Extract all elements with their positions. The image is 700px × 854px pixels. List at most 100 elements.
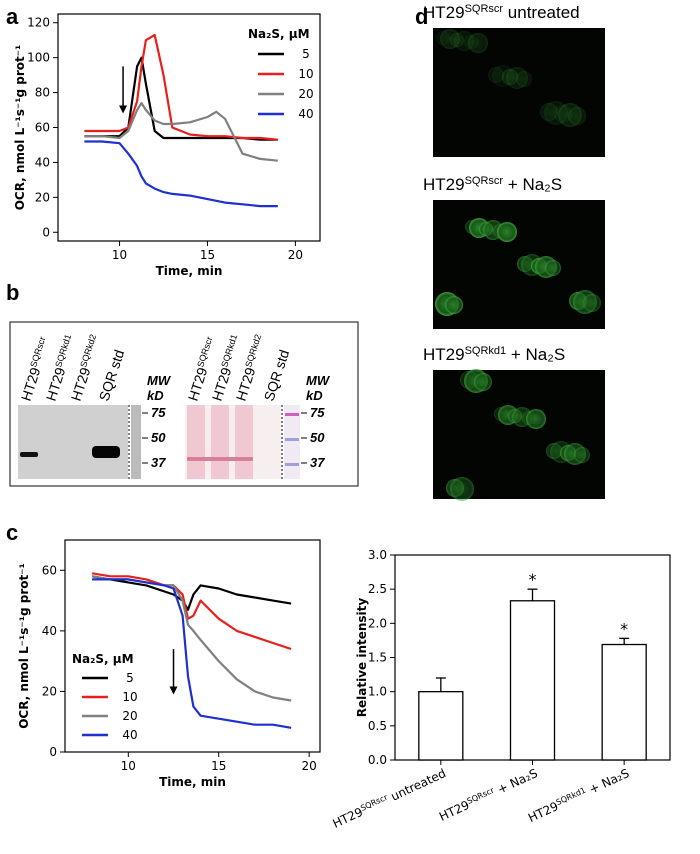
y-axis-label: OCR, nmol L⁻¹s⁻¹g prot⁻¹ bbox=[13, 45, 27, 211]
text-part: HT29 bbox=[423, 3, 465, 22]
legend-label: 5 bbox=[126, 671, 134, 685]
x-tick-label: 15 bbox=[211, 759, 226, 773]
ponceau-lane bbox=[187, 405, 205, 479]
superscript: SQRscr bbox=[465, 3, 504, 15]
marker-label: 37 bbox=[151, 455, 166, 470]
significance-mark: * bbox=[529, 570, 537, 589]
x-tick-label: 10 bbox=[121, 759, 136, 773]
y-tick-label: 0 bbox=[49, 745, 57, 759]
x-tick-label: 10 bbox=[112, 248, 127, 262]
plot-frame bbox=[64, 539, 321, 753]
y-tick-label: 2.5 bbox=[368, 582, 387, 596]
y-tick-label: 120 bbox=[27, 16, 50, 30]
y-axis-label: OCR, nmol L⁻¹s⁻¹g prot⁻¹ bbox=[17, 563, 31, 729]
legend-label: 20 bbox=[298, 87, 313, 101]
legend-title: Na₂S, μM bbox=[72, 652, 134, 666]
ladder-band bbox=[285, 438, 299, 441]
blot-band bbox=[92, 446, 120, 458]
y-tick-label: 40 bbox=[35, 155, 50, 169]
arrow-head bbox=[119, 105, 128, 114]
text-part: HT29 bbox=[437, 798, 472, 824]
text-part: untreated bbox=[385, 766, 448, 805]
text-part: + Na₂S bbox=[503, 175, 562, 194]
ponceau-lane bbox=[211, 405, 229, 479]
text-part: + Na₂S bbox=[583, 766, 631, 798]
x-axis-label: Time, min bbox=[159, 775, 226, 789]
cell bbox=[568, 107, 586, 125]
line-series bbox=[84, 33, 278, 141]
legend-label: 40 bbox=[122, 728, 137, 742]
legend-label: 5 bbox=[302, 47, 310, 61]
significance-mark: * bbox=[620, 619, 628, 638]
y-axis-label: Relative intensity bbox=[355, 598, 369, 718]
cell bbox=[545, 260, 561, 276]
marker-label: 50 bbox=[310, 430, 325, 445]
x-tick-label: 20 bbox=[302, 759, 317, 773]
panel-label: d bbox=[415, 4, 428, 29]
x-axis-label: Time, min bbox=[156, 264, 223, 278]
cell bbox=[583, 294, 601, 312]
panel-label: b bbox=[6, 280, 19, 305]
micrograph-title: HT29SQRkd1 + Na₂S bbox=[423, 345, 565, 364]
mw-label: kD bbox=[306, 388, 323, 403]
cell bbox=[474, 373, 492, 391]
arrow-head bbox=[169, 686, 178, 695]
marker-label: 50 bbox=[151, 430, 166, 445]
legend-label: 10 bbox=[122, 690, 137, 704]
superscript: SQRscr bbox=[465, 175, 504, 187]
bar bbox=[509, 600, 556, 761]
ladder bbox=[284, 405, 300, 479]
marker-label: 37 bbox=[310, 455, 325, 470]
y-tick-label: 20 bbox=[35, 190, 50, 204]
x-tick-label: 20 bbox=[288, 248, 303, 262]
ponceau-lane bbox=[235, 405, 253, 479]
y-tick-label: 0.0 bbox=[368, 753, 387, 767]
y-tick-label: 60 bbox=[35, 121, 50, 135]
ladder-band bbox=[285, 463, 299, 466]
superscript: SQRkd1 bbox=[465, 345, 507, 357]
legend-title: Na₂S, μM bbox=[248, 27, 310, 41]
y-tick-label: 100 bbox=[27, 51, 50, 65]
y-tick-label: 0.5 bbox=[368, 719, 387, 733]
text-part: HT29 bbox=[330, 805, 365, 831]
ponceau-band bbox=[187, 457, 253, 461]
text-part: HT29 bbox=[423, 175, 465, 194]
y-tick-label: 2.0 bbox=[368, 616, 387, 630]
text-part: + Na₂S bbox=[506, 345, 565, 364]
ladder-band bbox=[285, 413, 299, 416]
superscript: SQRkd1 bbox=[554, 785, 587, 807]
panel-label: c bbox=[6, 520, 18, 545]
x-tick-label: HT29SQRscr + Na₂S bbox=[437, 766, 540, 824]
marker-label: 75 bbox=[151, 405, 166, 420]
y-tick-label: 3.0 bbox=[368, 548, 387, 562]
text-part: + Na₂S bbox=[492, 766, 540, 798]
y-tick-label: 80 bbox=[35, 86, 50, 100]
legend-label: 10 bbox=[298, 67, 313, 81]
cell bbox=[516, 71, 532, 87]
superscript: SQRscr bbox=[465, 785, 496, 806]
cell bbox=[526, 409, 546, 429]
micrograph-title: HT29SQRscr + Na₂S bbox=[423, 175, 562, 194]
cell bbox=[450, 477, 474, 501]
line-series bbox=[91, 572, 292, 651]
y-tick-label: 20 bbox=[42, 684, 57, 698]
blot-band bbox=[20, 452, 38, 457]
micrograph-title: HT29SQRscr untreated bbox=[423, 3, 580, 22]
y-tick-label: 1.0 bbox=[368, 685, 387, 699]
cell bbox=[574, 447, 590, 463]
y-tick-label: 40 bbox=[42, 624, 57, 638]
y-tick-label: 0 bbox=[42, 225, 50, 239]
superscript: SQRscr bbox=[359, 792, 390, 813]
y-tick-label: 60 bbox=[42, 563, 57, 577]
panel-label: a bbox=[6, 4, 19, 29]
y-tick-label: 1.5 bbox=[368, 651, 387, 665]
legend-label: 40 bbox=[298, 107, 313, 121]
line-series bbox=[84, 56, 278, 141]
mw-label: MW bbox=[147, 373, 172, 388]
marker-label: 75 bbox=[310, 405, 325, 420]
cell bbox=[468, 33, 488, 53]
plot-frame bbox=[57, 13, 321, 242]
ladder bbox=[131, 405, 141, 479]
